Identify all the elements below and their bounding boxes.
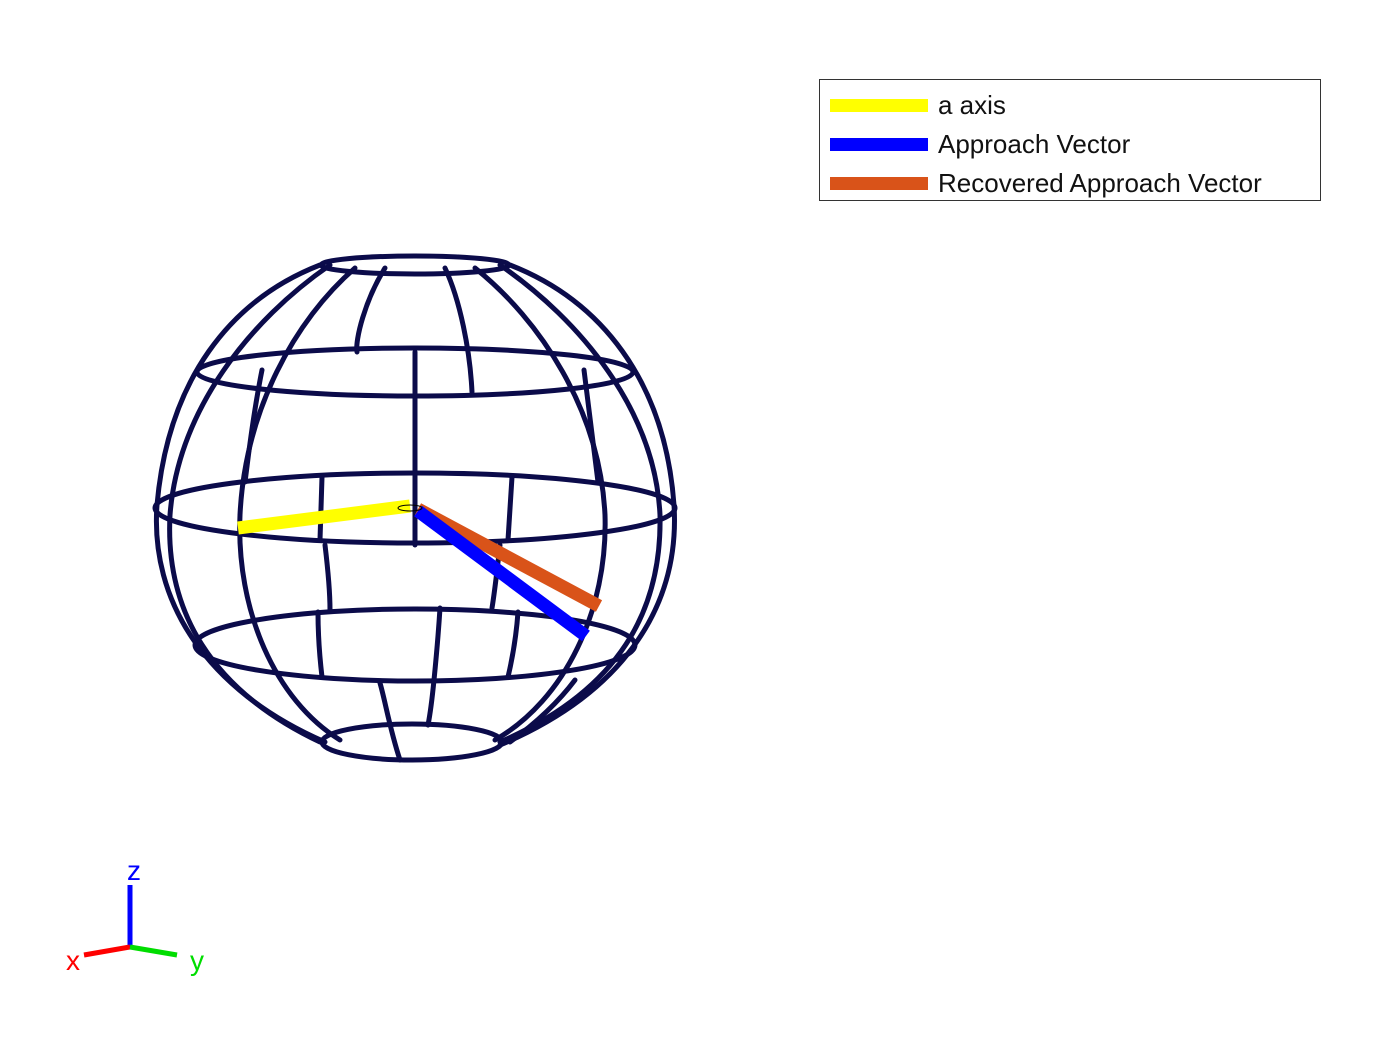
triad-y-label: y bbox=[190, 945, 204, 976]
meridian-inner-a bbox=[354, 265, 388, 355]
recovered-approach-vector bbox=[414, 503, 603, 612]
meridian-front-left bbox=[167, 262, 333, 745]
triad-x-label: x bbox=[66, 945, 80, 976]
triad-x-axis bbox=[83, 944, 131, 958]
legend-label-recovered-approach-vector: Recovered Approach Vector bbox=[938, 168, 1262, 198]
meridian-inner-g bbox=[315, 609, 325, 680]
legend-entry-approach-vector: Approach Vector bbox=[830, 129, 1130, 159]
meridian-inner-c bbox=[317, 474, 325, 543]
legend-swatch-a-axis bbox=[830, 98, 928, 112]
meridian-outer-right bbox=[497, 262, 677, 748]
legend-swatch-approach-vector bbox=[830, 137, 928, 151]
meridian-front-right bbox=[497, 262, 663, 745]
meridian-inner-h bbox=[505, 609, 521, 680]
meridian-inner-b bbox=[442, 265, 475, 395]
triad-y-axis bbox=[129, 944, 178, 958]
approach-vector bbox=[414, 505, 590, 642]
triad-z-label: z bbox=[127, 855, 141, 886]
latitude-ring-bottom-cap bbox=[319, 721, 505, 763]
meridian-inner-d bbox=[505, 474, 515, 543]
legend-entry-a-axis: a axis bbox=[830, 90, 1006, 120]
origin-marker bbox=[397, 504, 423, 512]
meridian-back-left bbox=[237, 265, 358, 743]
meridian-inner-l bbox=[581, 367, 601, 485]
vectors-group bbox=[237, 499, 603, 642]
legend-label-approach-vector: Approach Vector bbox=[938, 129, 1131, 159]
meridian-inner-i bbox=[431, 605, 443, 683]
meridian-inner-j bbox=[377, 680, 403, 763]
wireframe-sphere bbox=[152, 253, 678, 763]
axis-triad: z x y bbox=[66, 855, 204, 976]
meridian-inner-m bbox=[242, 367, 265, 485]
meridian-inner-n bbox=[507, 677, 578, 745]
meridian-inner-e bbox=[322, 542, 333, 613]
meridian-inner-k bbox=[425, 677, 437, 728]
legend: a axis Approach Vector Recovered Approac… bbox=[819, 79, 1321, 201]
meridian-back-right bbox=[472, 265, 608, 743]
legend-label-a-axis: a axis bbox=[938, 90, 1006, 120]
legend-entry-recovered-approach-vector: Recovered Approach Vector bbox=[830, 168, 1262, 198]
a-axis-vector bbox=[237, 499, 411, 535]
legend-swatch-recovered-approach-vector bbox=[830, 176, 928, 190]
